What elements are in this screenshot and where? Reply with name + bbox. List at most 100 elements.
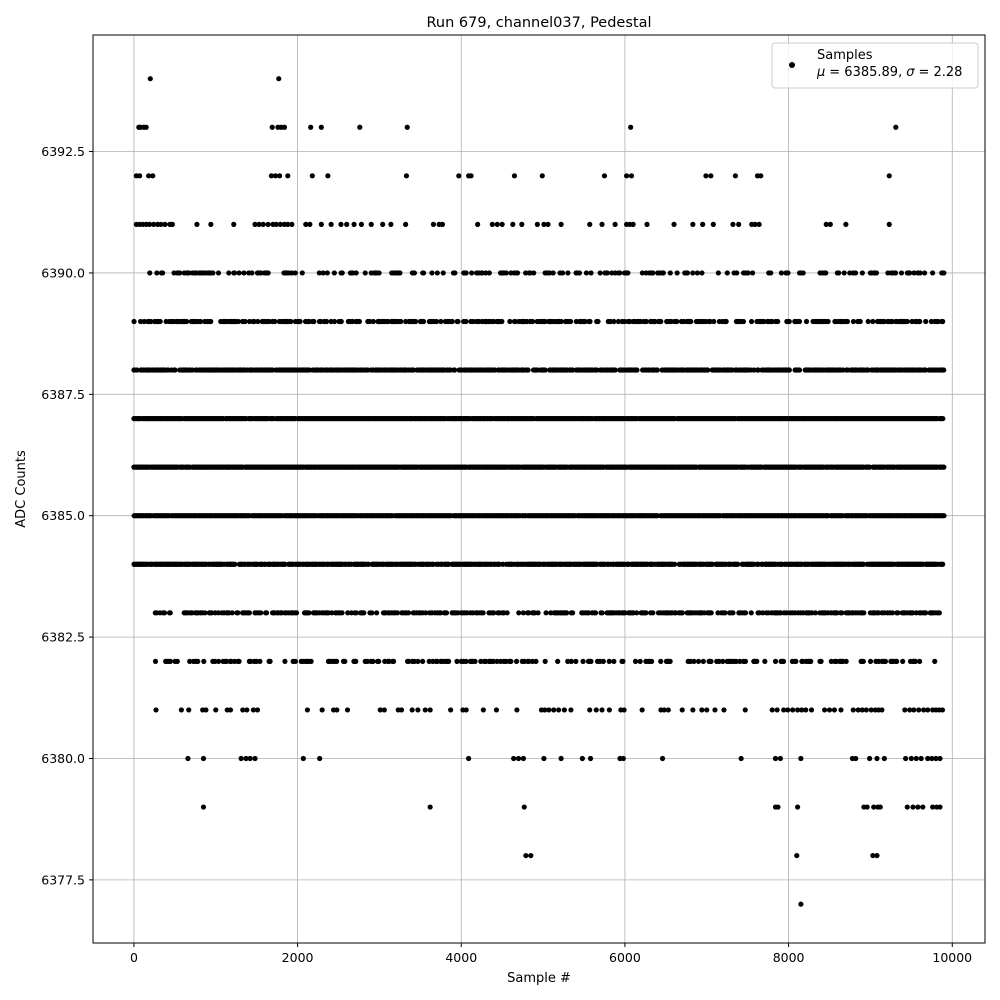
sample-point <box>433 318 440 325</box>
sample-point <box>599 221 605 227</box>
sample-point <box>732 173 739 179</box>
sample-point <box>231 270 238 276</box>
sample-point <box>599 707 605 713</box>
sample-point <box>201 658 207 664</box>
sample-point <box>643 318 649 325</box>
sample-point <box>634 610 640 616</box>
sample-point <box>756 221 762 227</box>
sample-point <box>158 221 164 227</box>
sample-point <box>600 658 606 664</box>
sample-point <box>539 173 545 179</box>
sample-point <box>843 658 849 664</box>
sample-point <box>737 658 743 664</box>
sample-point <box>244 707 250 713</box>
sample-point <box>775 318 781 325</box>
sample-point <box>531 270 537 276</box>
sample-point <box>511 755 517 762</box>
sample-point <box>620 658 626 664</box>
sample-point <box>370 658 376 664</box>
sample-point <box>251 318 257 325</box>
sample-point <box>911 707 917 713</box>
y-axis-label: ADC Counts <box>14 450 29 528</box>
sample-point <box>494 658 500 664</box>
x-tick-label: 10000 <box>932 950 972 965</box>
chart-title: Run 679, channel037, Pedestal <box>426 15 651 31</box>
sample-point <box>472 658 478 664</box>
x-tick-label: 4000 <box>445 950 477 965</box>
y-tick-label: 6380.0 <box>41 751 85 766</box>
sample-point <box>621 707 627 713</box>
sample-point <box>263 610 270 616</box>
sample-point <box>138 318 144 325</box>
sample-point <box>257 658 263 664</box>
sample-point <box>823 221 829 227</box>
sample-point <box>639 270 645 276</box>
sample-point <box>932 658 938 664</box>
sample-point <box>542 658 548 664</box>
sample-point <box>358 221 365 227</box>
sample-point <box>588 658 594 664</box>
sample-point <box>157 318 163 325</box>
sample-point <box>907 270 913 276</box>
sample-point <box>939 707 946 713</box>
sample-point <box>772 755 779 762</box>
sample-point <box>247 755 253 762</box>
sample-point <box>195 658 201 664</box>
sample-point <box>695 658 702 664</box>
sample-point <box>308 124 314 130</box>
y-axis-ticks: 6377.5 6380.0 6382.5 6385.0 6387.5 6390.0 6392… <box>41 144 93 887</box>
sample-point <box>434 270 440 276</box>
sample-point <box>508 658 514 664</box>
sample-point <box>420 270 427 276</box>
sample-point <box>903 755 909 762</box>
sample-point <box>587 755 594 762</box>
sample-point <box>863 707 869 713</box>
sample-point <box>923 318 929 325</box>
sample-point <box>886 173 892 179</box>
sample-point <box>494 221 500 227</box>
sample-point <box>861 610 867 616</box>
sample-point <box>587 221 593 227</box>
sample-point <box>542 707 548 713</box>
sample-point <box>752 221 758 227</box>
sample-point <box>174 658 180 664</box>
legend-box <box>771 42 979 89</box>
sample-point <box>672 561 678 567</box>
sample-point <box>690 221 696 227</box>
sample-point <box>853 755 859 762</box>
sample-point <box>917 658 923 664</box>
sample-point <box>703 173 709 179</box>
legend-mu-symbol: μ <box>816 65 825 80</box>
sample-point <box>265 270 271 276</box>
plot-area-frame <box>92 34 986 944</box>
sample-point <box>241 270 247 276</box>
x-axis-ticks: 0 2000 4000 6000 8000 10000 <box>130 943 972 965</box>
sample-point <box>292 270 298 276</box>
sample-point <box>258 610 264 616</box>
sample-point <box>874 755 880 762</box>
sample-point <box>839 610 845 616</box>
sample-point <box>850 318 857 325</box>
sample-point <box>667 270 673 276</box>
sample-point <box>648 658 655 664</box>
sample-point <box>940 561 946 567</box>
sample-point <box>565 270 571 276</box>
sample-point <box>177 270 183 276</box>
sample-point <box>803 318 810 325</box>
sample-point <box>292 658 298 664</box>
sample-point <box>679 707 685 713</box>
sample-point <box>628 173 635 179</box>
sample-point <box>684 270 691 276</box>
sample-point <box>303 221 309 227</box>
sample-point <box>288 318 294 325</box>
sample-point <box>520 755 527 762</box>
sample-point <box>612 221 618 227</box>
sample-point <box>161 610 168 616</box>
sample-point <box>755 367 761 373</box>
sample-point <box>256 221 262 227</box>
sample-point <box>490 658 496 664</box>
sample-point <box>147 270 153 276</box>
sample-point <box>411 270 418 276</box>
sample-point <box>334 707 340 713</box>
sample-point <box>654 367 660 373</box>
